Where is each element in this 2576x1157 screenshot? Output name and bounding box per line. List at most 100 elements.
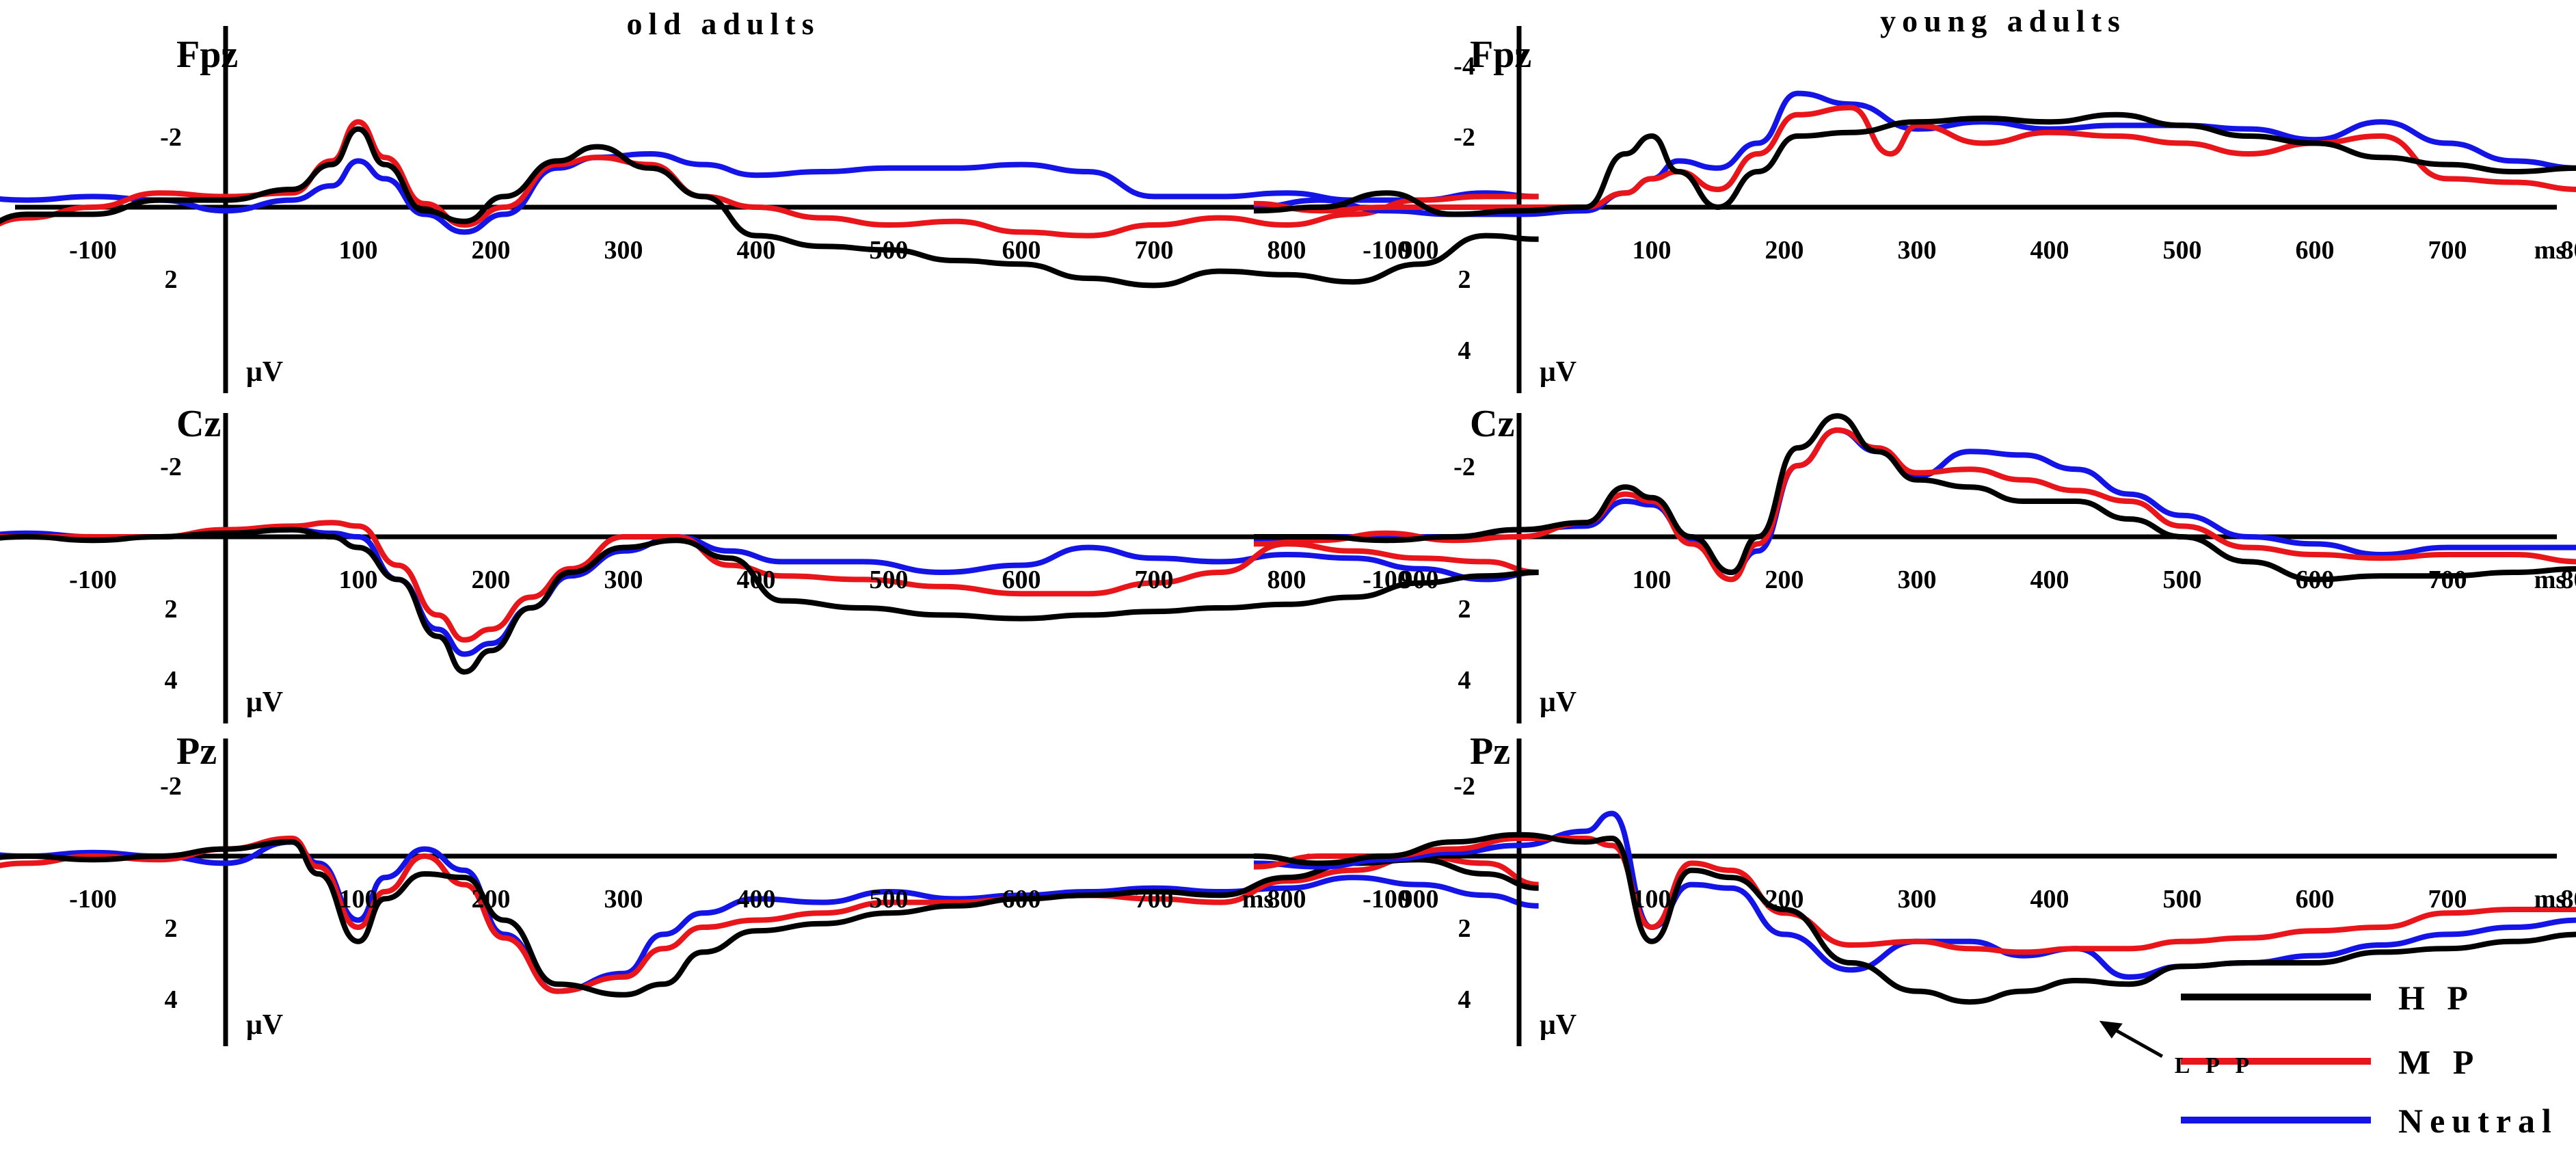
x-tick-label: 300 bbox=[1898, 566, 1937, 594]
x-tick-label: 300 bbox=[1898, 236, 1937, 265]
x-tick-label: 400 bbox=[737, 236, 776, 265]
legend-entry-hp: H P bbox=[2181, 979, 2475, 1017]
x-tick-label: 200 bbox=[1765, 236, 1804, 265]
x-tick-label: 300 bbox=[604, 885, 643, 914]
annotation-arrowhead bbox=[2099, 1020, 2123, 1039]
y-tick-label: 2 bbox=[165, 265, 178, 294]
column-title-old-adults: old adults bbox=[626, 6, 820, 41]
panel-young-Pz: -2 2 4 -100 100 200 300 400 500 600 700 800 900 ms Pz μ… bbox=[1253, 730, 2576, 1046]
y-tick-label: 2 bbox=[165, 595, 178, 624]
x-tick-label: -100 bbox=[69, 566, 117, 594]
x-tick-label: 200 bbox=[472, 566, 511, 594]
legend-label: M P bbox=[2398, 1043, 2480, 1081]
panel-young-Cz: -2 2 4 -100 100 200 300 400 500 600 700 800 900 ms Cz μ… bbox=[1253, 403, 2576, 723]
y-tick-label: 2 bbox=[1458, 265, 1471, 294]
y-tick-label: 2 bbox=[165, 914, 178, 943]
x-tick-label: 600 bbox=[2296, 236, 2335, 265]
series-line-hp bbox=[1253, 832, 2576, 1005]
electrode-label: Cz bbox=[1470, 403, 1514, 445]
x-tick-label: -100 bbox=[1363, 885, 1410, 914]
x-tick-label: 800 bbox=[1267, 566, 1306, 594]
x-tick-label: 800 bbox=[2561, 236, 2576, 265]
x-tick-label: 200 bbox=[1765, 885, 1804, 914]
legend-label: Neutral bbox=[2398, 1102, 2558, 1140]
legend-label: H P bbox=[2398, 979, 2475, 1017]
x-tick-label: 700 bbox=[2428, 885, 2467, 914]
x-tick-label: 800 bbox=[1267, 236, 1306, 265]
erp-panels: -22-100 100 200 300 400 500 600 700 800 900FpzμV-… bbox=[0, 26, 2576, 1046]
y-unit-label: μV bbox=[1540, 1009, 1577, 1041]
x-tick-label: 600 bbox=[1002, 566, 1041, 594]
x-tick-label: 700 bbox=[1135, 566, 1174, 594]
legend-entry-mp: M P bbox=[2181, 1043, 2480, 1081]
x-tick-label: 400 bbox=[2030, 236, 2069, 265]
x-tick-label: 400 bbox=[737, 566, 776, 594]
y-tick-label: -2 bbox=[160, 453, 182, 481]
series-line-hp bbox=[1253, 111, 2576, 217]
x-tick-label: 200 bbox=[1765, 566, 1804, 594]
y-unit-label: μV bbox=[246, 1009, 283, 1041]
y-tick-label: -4 bbox=[1453, 52, 1475, 81]
annotations: L P P bbox=[2099, 1020, 2255, 1078]
x-tick-label: 600 bbox=[1002, 236, 1041, 265]
y-unit-label: μV bbox=[1540, 356, 1577, 388]
y-tick-label: 4 bbox=[1458, 985, 1471, 1014]
x-tick-label: 500 bbox=[2163, 566, 2202, 594]
series-line-mp bbox=[1253, 427, 2576, 583]
y-tick-label: -2 bbox=[160, 123, 182, 152]
x-tick-label: -100 bbox=[69, 885, 117, 914]
panel-old-Pz: -2 2 4 -100 100 200 300 400 500 600 700 800 900 ms Pz μ… bbox=[0, 730, 1539, 1046]
x-tick-label: 100 bbox=[1633, 566, 1672, 594]
x-tick-label: 700 bbox=[2428, 236, 2467, 265]
x-tick-label: -100 bbox=[1363, 566, 1410, 594]
legend: H P M P Neutral bbox=[2181, 979, 2558, 1140]
y-unit-label: μV bbox=[1540, 687, 1577, 718]
x-tick-label: 100 bbox=[1633, 236, 1672, 265]
x-unit-label: ms bbox=[2534, 236, 2566, 265]
x-tick-label: 900 bbox=[1400, 236, 1439, 265]
electrode-label: Pz bbox=[176, 730, 217, 773]
y-unit-label: μV bbox=[246, 687, 283, 718]
electrode-label: Fpz bbox=[1470, 34, 1531, 76]
x-tick-label: 500 bbox=[870, 885, 909, 914]
x-tick-label: 900 bbox=[1400, 885, 1439, 914]
x-tick-label: 400 bbox=[737, 885, 776, 914]
x-tick-label: 600 bbox=[1002, 885, 1041, 914]
y-unit-label: μV bbox=[246, 356, 283, 388]
x-tick-label: 700 bbox=[1135, 885, 1174, 914]
y-tick-label: -2 bbox=[160, 772, 182, 801]
panel-young-Fpz: -4 -2 2 4 -100 100 200 300 400 500 600 700 800 900 ms F… bbox=[1253, 26, 2576, 393]
series-line-hp bbox=[0, 126, 1539, 289]
x-tick-label: 300 bbox=[1898, 885, 1937, 914]
x-tick-label: 500 bbox=[870, 566, 909, 594]
series-line-hp bbox=[0, 839, 1539, 998]
x-tick-label: 900 bbox=[1400, 566, 1439, 594]
x-tick-label: 500 bbox=[870, 236, 909, 265]
x-tick-label: 600 bbox=[2296, 885, 2335, 914]
x-tick-label: 100 bbox=[1633, 885, 1672, 914]
x-tick-label: 600 bbox=[2296, 566, 2335, 594]
x-unit-label: ms bbox=[1242, 885, 1274, 914]
series-line-neutral bbox=[0, 151, 1539, 235]
x-tick-label: 700 bbox=[2428, 566, 2467, 594]
x-tick-label: 200 bbox=[472, 236, 511, 265]
x-unit-label: ms bbox=[2534, 566, 2566, 594]
column-title-young-adults: young adults bbox=[1880, 3, 2126, 38]
annotation-label: L P P bbox=[2175, 1053, 2255, 1078]
y-tick-label: -2 bbox=[1453, 453, 1475, 481]
x-tick-label: 300 bbox=[604, 566, 643, 594]
series-line-hp bbox=[0, 527, 1539, 675]
x-tick-label: 100 bbox=[339, 885, 378, 914]
x-tick-label: 300 bbox=[604, 236, 643, 265]
x-tick-label: 700 bbox=[1135, 236, 1174, 265]
x-tick-label: 200 bbox=[472, 885, 511, 914]
x-tick-label: 800 bbox=[1267, 885, 1306, 914]
series-line-mp bbox=[0, 520, 1539, 643]
x-unit-label: ms bbox=[2534, 885, 2566, 914]
legend-entry-neutral: Neutral bbox=[2181, 1102, 2558, 1140]
x-tick-label: -100 bbox=[69, 236, 117, 265]
x-tick-label: 800 bbox=[2561, 885, 2576, 914]
x-tick-label: -100 bbox=[1363, 236, 1410, 265]
x-tick-label: 400 bbox=[2030, 885, 2069, 914]
column-titles: old adults young adults bbox=[626, 3, 2126, 41]
